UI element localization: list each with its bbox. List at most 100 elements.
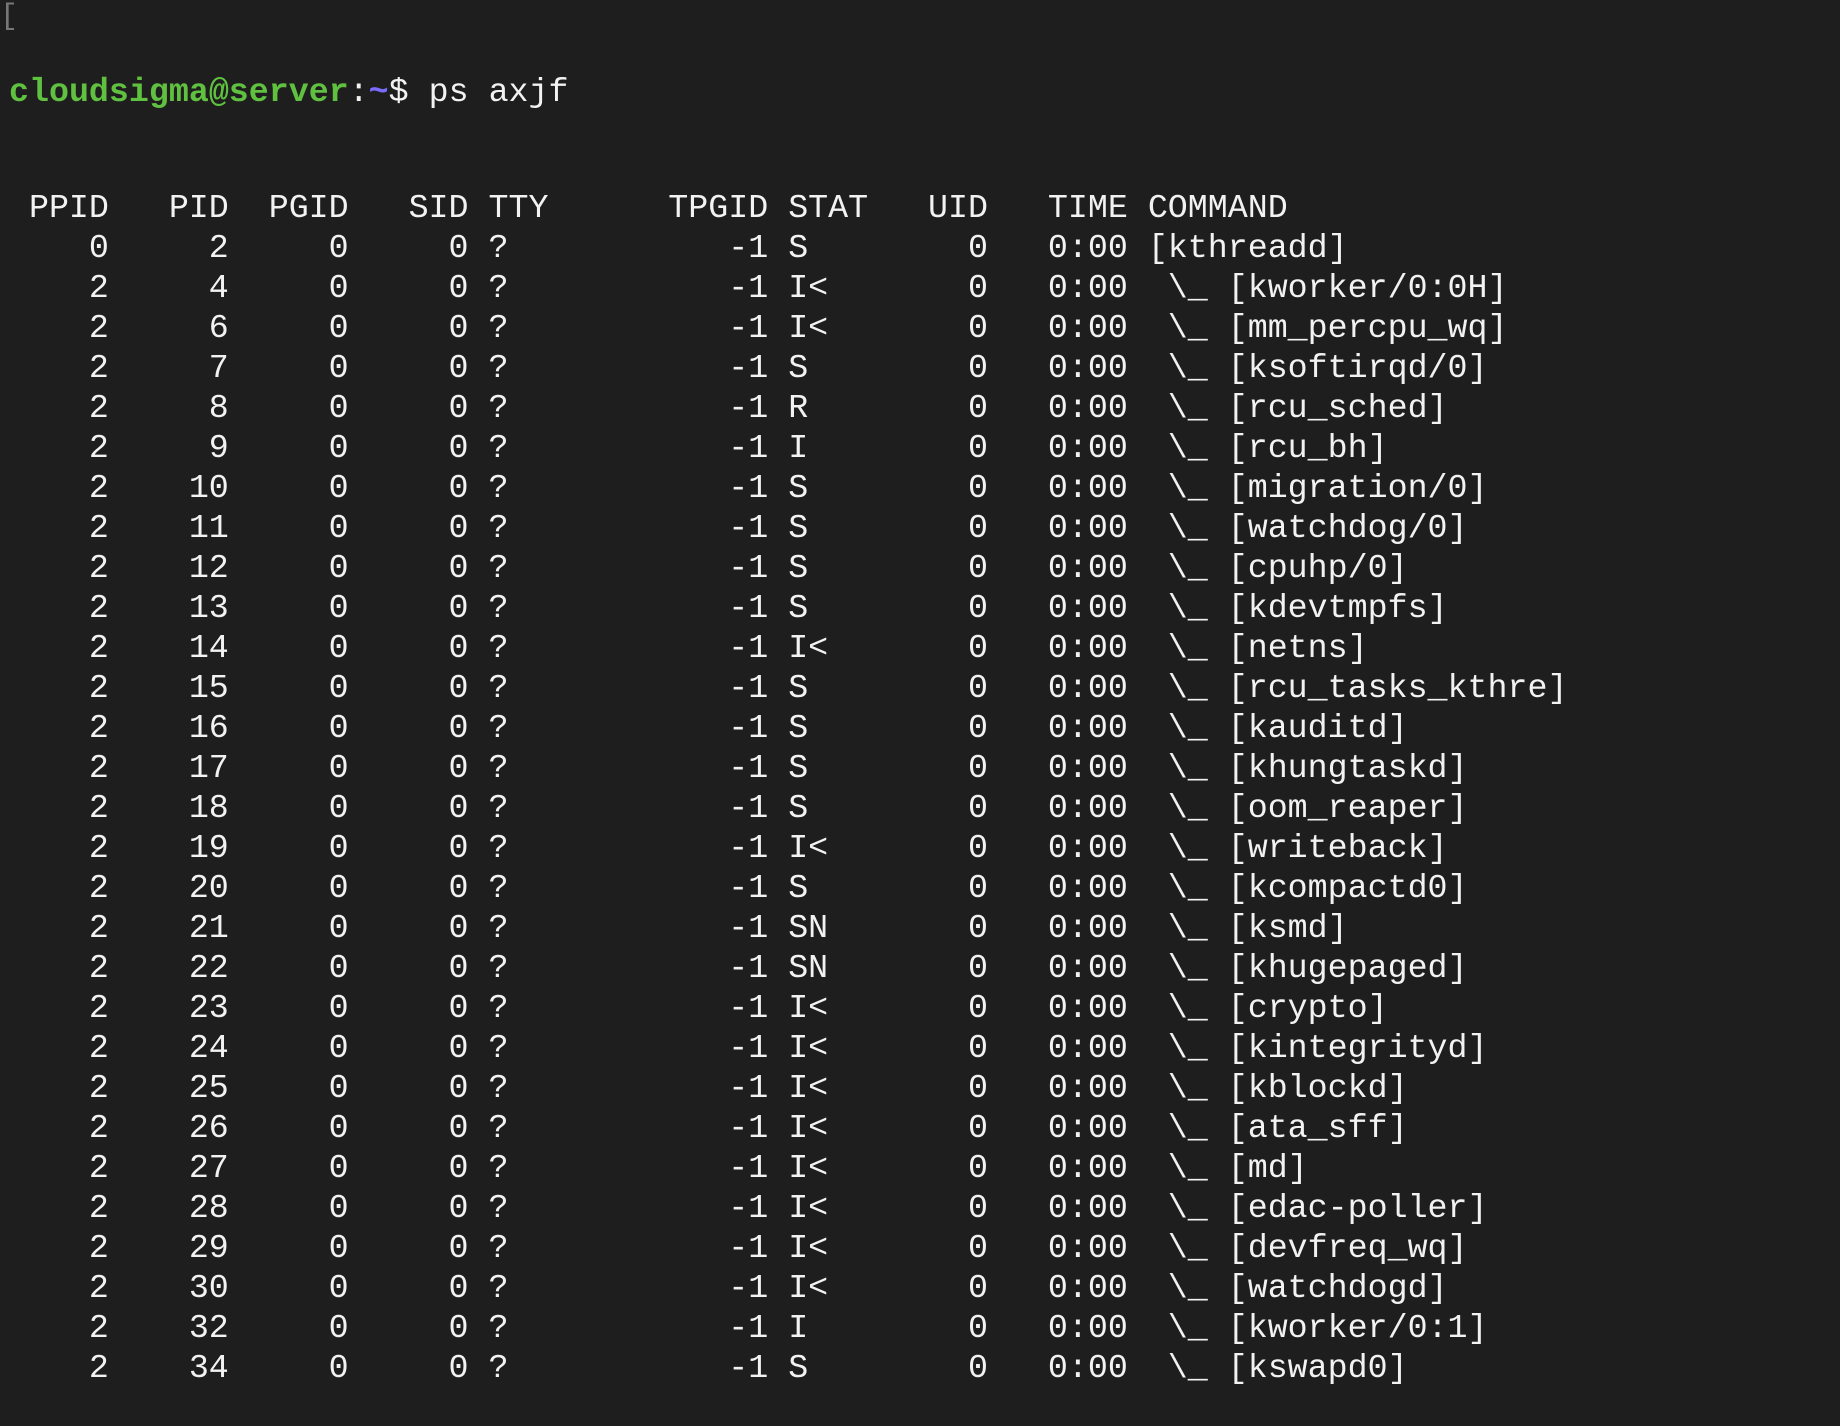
table-row: 2 20 0 0? -1 S 0 0:00 \_ [kcompactd0] — [9, 868, 1567, 908]
cell-pgid: 0 — [328, 989, 349, 1027]
table-row: 2 27 0 0? -1 I< 0 0:00 \_ [md] — [9, 1148, 1567, 1188]
cell-tpgid: -1 — [728, 309, 769, 347]
cell-time: 0:00 — [1047, 869, 1128, 907]
cell-stat: I< — [788, 1189, 829, 1227]
cell-command: \_ [kintegrityd] — [1167, 1029, 1488, 1067]
cell-uid: 0 — [968, 509, 988, 547]
cell-tty: ? — [488, 469, 509, 507]
cell-ppid: 2 — [88, 709, 109, 747]
cell-sid: 0 — [448, 1349, 469, 1387]
cell-tpgid: -1 — [728, 1189, 769, 1227]
cell-tpgid: -1 — [728, 669, 769, 707]
cell-tpgid: -1 — [728, 269, 769, 307]
cell-sid: 0 — [448, 589, 469, 627]
cell-tty: ? — [488, 1029, 509, 1067]
table-row: 2 8 0 0? -1 R 0 0:00 \_ [rcu_sched] — [9, 388, 1567, 428]
cell-ppid: 2 — [88, 1189, 109, 1227]
table-row: 2 26 0 0? -1 I< 0 0:00 \_ [ata_sff] — [9, 1108, 1567, 1148]
cell-tpgid: -1 — [728, 869, 769, 907]
cell-pid: 4 — [208, 269, 229, 307]
cell-uid: 0 — [968, 389, 988, 427]
header-pid: PID — [168, 189, 229, 227]
cell-tpgid: -1 — [728, 1349, 769, 1387]
cell-command: \_ [kauditd] — [1167, 709, 1408, 747]
table-row: 2 4 0 0? -1 I< 0 0:00 \_ [kworker/0:0H] — [9, 268, 1567, 308]
cell-pgid: 0 — [328, 1189, 349, 1227]
cell-pid: 12 — [188, 549, 229, 587]
cell-pgid: 0 — [328, 349, 349, 387]
cell-command: \_ [writeback] — [1167, 829, 1448, 867]
cell-tty: ? — [488, 229, 509, 267]
table-row: 2 30 0 0? -1 I< 0 0:00 \_ [watchdogd] — [9, 1268, 1567, 1308]
cell-uid: 0 — [968, 829, 988, 867]
cell-command: \_ [kworker/0:0H] — [1167, 269, 1508, 307]
cell-pid: 2 — [208, 229, 229, 267]
cell-tty: ? — [488, 789, 509, 827]
cell-command: \_ [kworker/0:1] — [1167, 1309, 1488, 1347]
cell-sid: 0 — [448, 309, 469, 347]
cell-tty: ? — [488, 989, 509, 1027]
cell-stat: S — [788, 589, 809, 627]
cell-pgid: 0 — [328, 629, 349, 667]
terminal-output[interactable]: cloudsigma@server:~$ ps axjf PPID PID PGID… — [9, 0, 1567, 1426]
table-row: 2 19 0 0? -1 I< 0 0:00 \_ [writeback] — [9, 828, 1567, 868]
prompt-path: ~ — [368, 73, 389, 111]
cell-tpgid: -1 — [728, 909, 769, 947]
cell-tpgid: -1 — [728, 1069, 769, 1107]
cell-tty: ? — [488, 549, 509, 587]
cell-command: \_ [edac-poller] — [1167, 1189, 1488, 1227]
header-tpgid: TPGID — [668, 189, 769, 227]
cell-time: 0:00 — [1047, 349, 1128, 387]
cell-stat: I< — [788, 309, 829, 347]
cell-pid: 17 — [188, 749, 229, 787]
cell-command: \_ [kswapd0] — [1167, 1349, 1408, 1387]
cell-ppid: 2 — [88, 789, 109, 827]
cell-tty: ? — [488, 1149, 509, 1187]
cell-time: 0:00 — [1047, 909, 1128, 947]
cell-uid: 0 — [968, 1349, 988, 1387]
cell-command: \_ [ksoftirqd/0] — [1167, 349, 1488, 387]
cell-tty: ? — [488, 1109, 509, 1147]
cell-stat: SN — [788, 909, 829, 947]
cell-ppid: 2 — [88, 1109, 109, 1147]
cell-uid: 0 — [968, 1069, 988, 1107]
cell-time: 0:00 — [1047, 1189, 1128, 1227]
table-row: 0 2 0 0? -1 S 0 0:00 [kthreadd] — [9, 228, 1567, 268]
cell-uid: 0 — [968, 949, 988, 987]
cell-tpgid: -1 — [728, 709, 769, 747]
cell-uid: 0 — [968, 589, 988, 627]
cell-tpgid: -1 — [728, 749, 769, 787]
cell-ppid: 2 — [88, 269, 109, 307]
prompt-user-host: cloudsigma@server — [9, 73, 349, 111]
cell-ppid: 2 — [88, 1229, 109, 1267]
cell-pid: 26 — [188, 1109, 229, 1147]
cell-pgid: 0 — [328, 669, 349, 707]
table-row: 2 14 0 0? -1 I< 0 0:00 \_ [netns] — [9, 628, 1567, 668]
cell-sid: 0 — [448, 549, 469, 587]
cell-tpgid: -1 — [728, 549, 769, 587]
cell-ppid: 2 — [88, 629, 109, 667]
cell-time: 0:00 — [1047, 1309, 1128, 1347]
cell-stat: I — [788, 429, 809, 467]
cell-ppid: 2 — [88, 589, 109, 627]
cell-pid: 28 — [188, 1189, 229, 1227]
cell-stat: S — [788, 549, 809, 587]
cell-time: 0:00 — [1047, 669, 1128, 707]
cell-stat: I< — [788, 1029, 829, 1067]
cell-time: 0:00 — [1047, 1229, 1128, 1267]
cell-uid: 0 — [968, 1189, 988, 1227]
cell-sid: 0 — [448, 1309, 469, 1347]
table-row: 2 32 0 0? -1 I 0 0:00 \_ [kworker/0:1] — [9, 1308, 1567, 1348]
cell-pgid: 0 — [328, 429, 349, 467]
cell-command: \_ [mm_percpu_wq] — [1167, 309, 1508, 347]
cell-tpgid: -1 — [728, 389, 769, 427]
cell-tpgid: -1 — [728, 1109, 769, 1147]
cell-pid: 25 — [188, 1069, 229, 1107]
cell-sid: 0 — [448, 949, 469, 987]
cell-pid: 10 — [188, 469, 229, 507]
cell-time: 0:00 — [1047, 989, 1128, 1027]
table-row: 2 21 0 0? -1 SN 0 0:00 \_ [ksmd] — [9, 908, 1567, 948]
cell-pid: 34 — [188, 1349, 229, 1387]
cell-time: 0:00 — [1047, 749, 1128, 787]
cell-tty: ? — [488, 1069, 509, 1107]
